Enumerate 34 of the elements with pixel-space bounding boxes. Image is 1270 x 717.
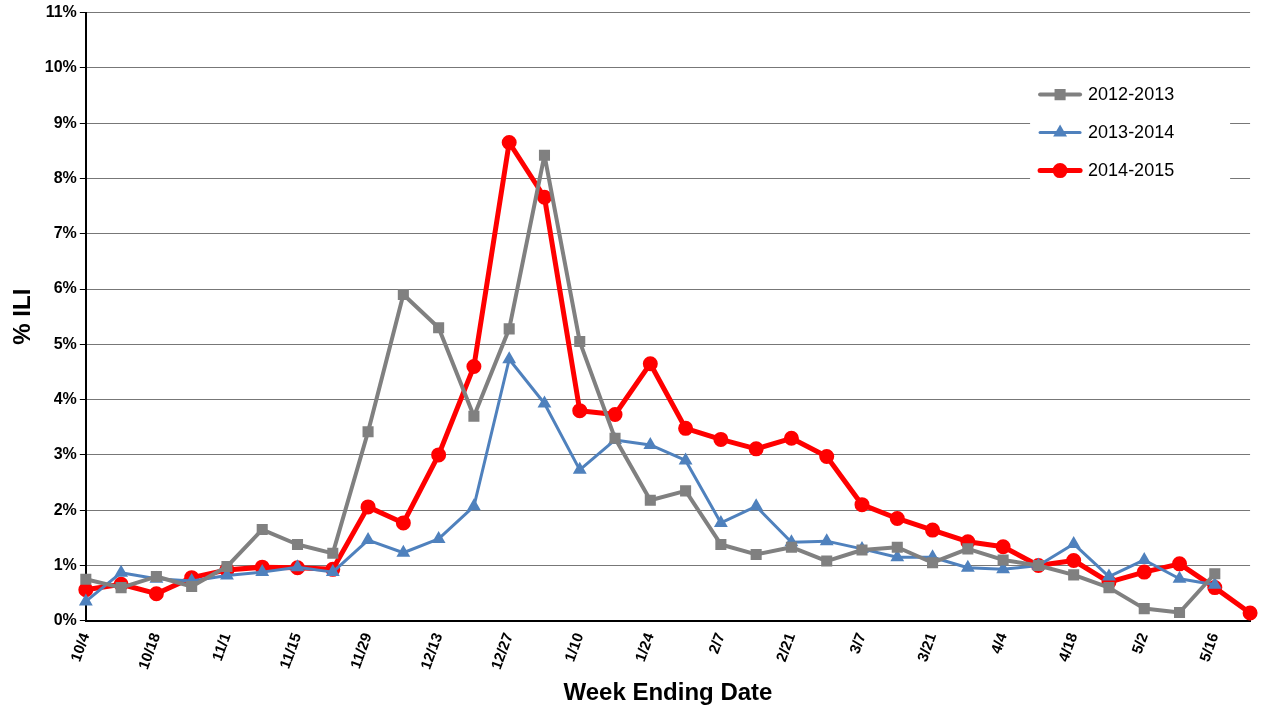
x-tick-label: 5/16 bbox=[1195, 630, 1222, 664]
x-tick-label: 1/10 bbox=[560, 630, 587, 664]
y-tick-label: 3% bbox=[53, 445, 77, 463]
y-tick-label: 0% bbox=[53, 611, 77, 629]
y-tick-label: 9% bbox=[53, 113, 77, 131]
x-tick-label: 2/21 bbox=[772, 630, 799, 664]
x-tick-label: 10/4 bbox=[66, 629, 93, 664]
y-tick-label: 10% bbox=[44, 58, 77, 76]
x-tick-label: 3/7 bbox=[845, 630, 869, 656]
legend-label: 2012-2013 bbox=[1088, 83, 1175, 104]
y-tick-label: 7% bbox=[53, 224, 77, 242]
x-tick-label: 5/2 bbox=[1127, 630, 1151, 656]
x-axis-title: Week Ending Date bbox=[563, 678, 773, 706]
y-axis-title: % ILI bbox=[8, 288, 36, 345]
x-tick-label: 11/15 bbox=[275, 630, 305, 671]
legend-label: 2013-2014 bbox=[1088, 121, 1175, 142]
x-tick-label: 12/13 bbox=[416, 630, 446, 672]
y-tick-label: 8% bbox=[53, 168, 77, 186]
y-tick-label: 1% bbox=[53, 555, 77, 573]
y-tick-label: 6% bbox=[53, 279, 77, 297]
y-tick-label: 5% bbox=[53, 334, 77, 352]
x-tick-label: 4/4 bbox=[986, 629, 1011, 656]
y-tick-label: 4% bbox=[53, 390, 77, 408]
y-tick-label: 2% bbox=[53, 500, 77, 518]
y-tick-label: 11% bbox=[45, 3, 77, 21]
x-tick-label: 1/24 bbox=[631, 629, 658, 664]
legend-label: 2014-2015 bbox=[1088, 159, 1175, 180]
x-tick-label: 11/1 bbox=[207, 630, 234, 663]
x-tick-label: 2/7 bbox=[704, 630, 728, 656]
x-tick-label: 4/18 bbox=[1054, 630, 1081, 664]
x-tick-label: 12/27 bbox=[487, 630, 516, 672]
x-tick-label: 10/18 bbox=[134, 630, 164, 672]
x-tick-label: 3/21 bbox=[913, 630, 940, 664]
x-tick-label: 11/29 bbox=[346, 630, 375, 671]
